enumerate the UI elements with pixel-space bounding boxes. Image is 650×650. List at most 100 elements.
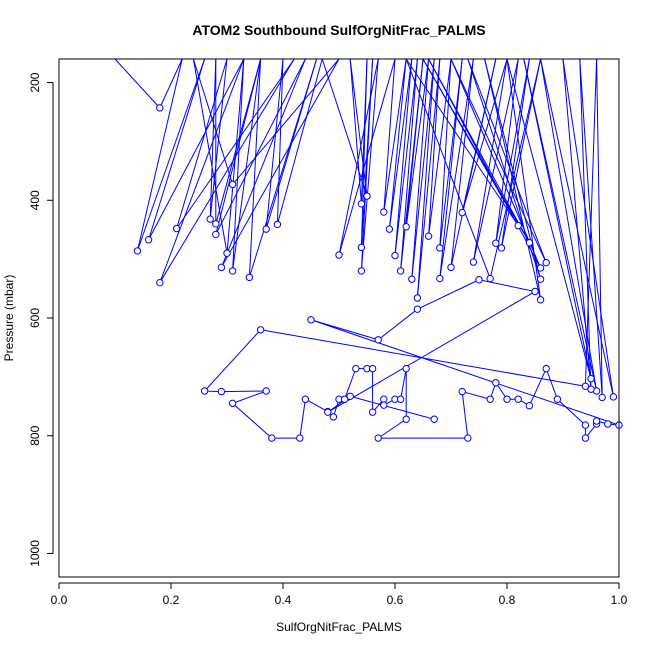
data-point (469, 258, 478, 266)
data-point (301, 395, 310, 403)
x-axis-title: SulfOrgNitFrac_PALMS (276, 620, 402, 634)
series-segment (276, 58, 284, 225)
chart-title: ATOM2 Southbound SulfOrgNitFrac_PALMS (192, 22, 485, 38)
data-point (604, 420, 612, 428)
series-segment (192, 58, 228, 254)
data-point (413, 305, 422, 313)
data-point (223, 249, 231, 257)
data-point (262, 225, 270, 233)
data-point (363, 192, 371, 200)
data-point (346, 392, 354, 400)
data-point (503, 395, 511, 403)
data-point (374, 336, 382, 344)
series-segment (215, 58, 262, 235)
series-segment (394, 58, 418, 256)
data-point (531, 287, 539, 296)
data-point (385, 225, 394, 233)
data-point (296, 434, 304, 442)
data-point (492, 379, 500, 387)
series-segment (220, 58, 306, 268)
series-segment (462, 391, 491, 400)
series-segment (114, 58, 161, 109)
series-segment (428, 58, 441, 237)
data-point (447, 263, 455, 272)
series-segment (528, 368, 547, 406)
data-point (402, 364, 410, 373)
data-point (396, 267, 405, 275)
data-point (307, 316, 315, 324)
series-segment (400, 58, 418, 271)
series-segment (344, 368, 357, 400)
data-point (200, 387, 209, 395)
series-segment (148, 58, 206, 240)
data-point (357, 267, 366, 275)
series-segment (584, 58, 598, 387)
x-tick-label: 0.0 (51, 593, 68, 607)
data-point (228, 399, 237, 408)
series-segment (411, 58, 430, 280)
data-point (536, 264, 545, 272)
series-segment (495, 58, 530, 244)
series-segment (377, 308, 418, 341)
data-point (273, 220, 282, 229)
data-point (144, 236, 153, 244)
series-segment (176, 58, 295, 229)
data-point (542, 364, 550, 373)
series-segment (338, 58, 379, 256)
series-segment (500, 58, 542, 249)
data-point (335, 251, 343, 259)
data-point (609, 393, 618, 401)
series-segment (299, 399, 306, 439)
data-point (413, 294, 422, 302)
data-point (475, 276, 483, 284)
data-point (324, 408, 332, 416)
data-point (536, 275, 545, 283)
data-point (436, 274, 444, 283)
data-point (228, 180, 237, 189)
data-point (542, 258, 550, 267)
y-tick-label: 200 (28, 72, 42, 92)
data-point (391, 251, 399, 260)
series-segment (405, 58, 519, 226)
series-segment (350, 395, 435, 420)
series-segment (472, 58, 508, 263)
series-segment (248, 58, 262, 278)
series-segment (232, 390, 267, 404)
series-segment (136, 58, 183, 252)
series-segment (579, 58, 592, 390)
series-segment (439, 58, 452, 248)
data-point (536, 296, 545, 304)
y-axis: 200 400 600 800 1000 (28, 72, 54, 567)
series-segment (360, 58, 379, 271)
series-segment (394, 58, 413, 256)
series-segment (310, 319, 620, 426)
data-point (402, 223, 410, 231)
data-point (262, 387, 270, 395)
data-point (396, 395, 405, 403)
series-points (133, 104, 623, 442)
data-point (592, 417, 601, 425)
x-tick-label: 0.6 (387, 593, 404, 607)
series-segment (220, 58, 340, 268)
series-segment (192, 58, 234, 185)
series-segment (557, 398, 586, 426)
series-segment (484, 58, 542, 300)
series-segment (562, 58, 614, 397)
series-segment (176, 58, 228, 229)
series-segment (495, 58, 519, 244)
series-segment (265, 58, 284, 230)
series-segment (232, 58, 245, 271)
series-lines (114, 58, 620, 439)
data-point (212, 230, 220, 239)
data-point (217, 387, 226, 396)
data-point (357, 200, 366, 208)
data-point (581, 421, 590, 429)
data-point (368, 364, 377, 373)
data-point (581, 434, 590, 442)
series-segment (500, 58, 530, 249)
data-point (172, 224, 181, 233)
data-point (133, 247, 142, 255)
series-segment (388, 58, 407, 230)
series-segment (388, 58, 413, 230)
data-point (424, 232, 433, 240)
